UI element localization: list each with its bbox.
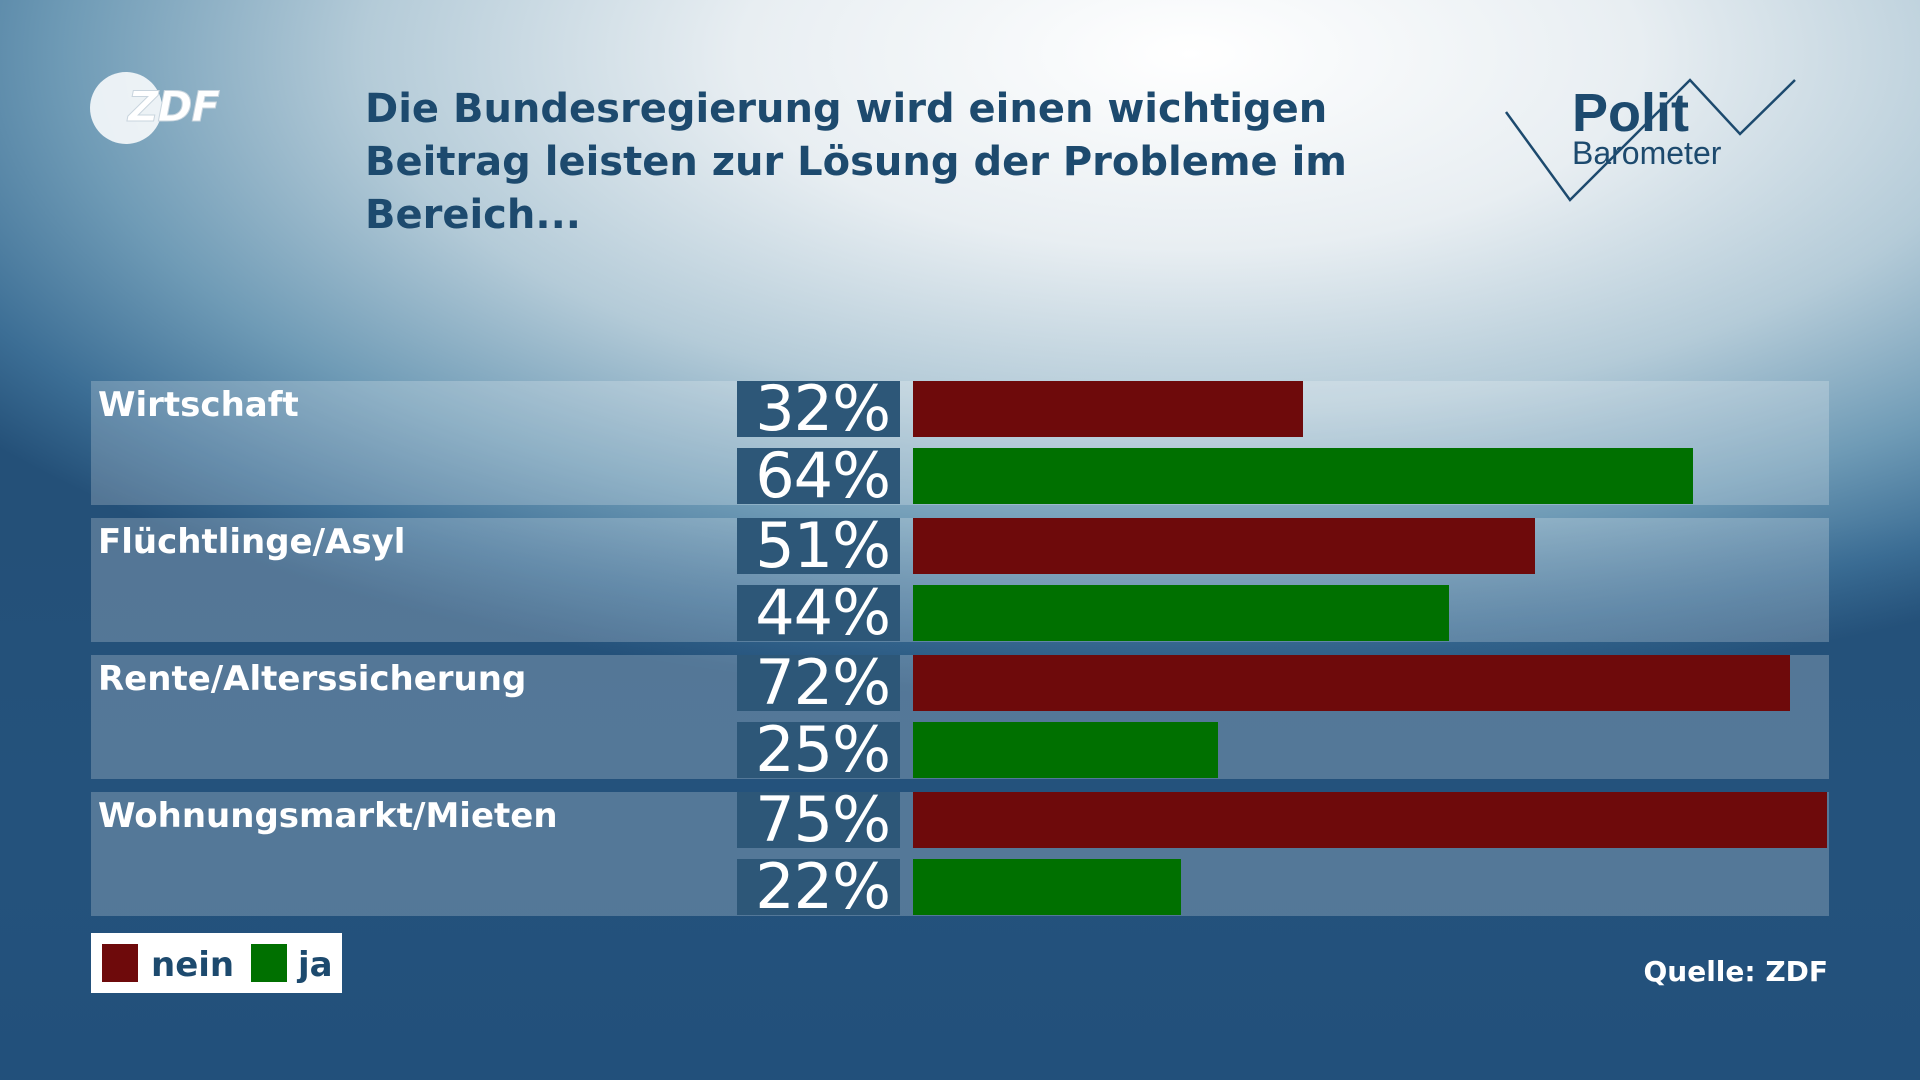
data-label-ja: 64% <box>737 439 900 512</box>
politbarometer-zigzag-icon <box>1504 78 1796 202</box>
category-label: Flüchtlinge/Asyl <box>98 522 406 562</box>
category-label: Wohnungsmarkt/Mieten <box>98 796 558 836</box>
legend-label-ja: ja <box>298 945 333 985</box>
zdf-logo: ZDF <box>90 72 221 148</box>
legend-label-nein: nein <box>151 945 235 985</box>
bar-nein <box>913 381 1303 437</box>
category-label: Wirtschaft <box>98 385 299 425</box>
data-label-nein: 75% <box>737 783 900 856</box>
data-label-nein: 32% <box>737 372 900 445</box>
data-label-text: 25% <box>755 713 891 786</box>
legend-swatch-nein <box>102 944 138 982</box>
bar-ja <box>913 448 1693 504</box>
zdf-logo-text: ZDF <box>127 82 220 132</box>
data-label-text: 51% <box>755 509 891 582</box>
legend: nein ja <box>91 933 342 993</box>
barometer-word: Barometer <box>1572 135 1722 171</box>
zdf-logo-circle <box>90 72 162 144</box>
legend-swatch-ja <box>251 944 287 982</box>
bar-ja <box>913 722 1218 778</box>
data-label-ja: 25% <box>737 713 900 786</box>
polit-word: Polit <box>1572 83 1689 143</box>
chart-title: Die Bundesregierung wird einen wichtigen… <box>365 86 1347 238</box>
bar-ja <box>913 859 1181 915</box>
data-label-text: 64% <box>755 439 891 512</box>
data-label-ja: 44% <box>737 576 900 649</box>
data-label-text: 22% <box>755 850 891 923</box>
bar-nein <box>913 792 1827 848</box>
category-label: Rente/Alterssicherung <box>98 659 527 699</box>
bar-nein <box>913 518 1535 574</box>
data-label-text: 72% <box>755 646 891 719</box>
bar-nein <box>913 655 1790 711</box>
data-label-nein: 51% <box>737 509 900 582</box>
bar-ja <box>913 585 1449 641</box>
source-note: Quelle: ZDF <box>1643 955 1828 988</box>
data-label-nein: 72% <box>737 646 900 719</box>
data-label-text: 44% <box>755 576 891 649</box>
data-label-text: 32% <box>755 372 891 445</box>
data-label-text: 75% <box>755 783 891 856</box>
data-label-ja: 22% <box>737 850 900 923</box>
politbarometer-logo: Polit Barometer <box>1500 78 1800 208</box>
